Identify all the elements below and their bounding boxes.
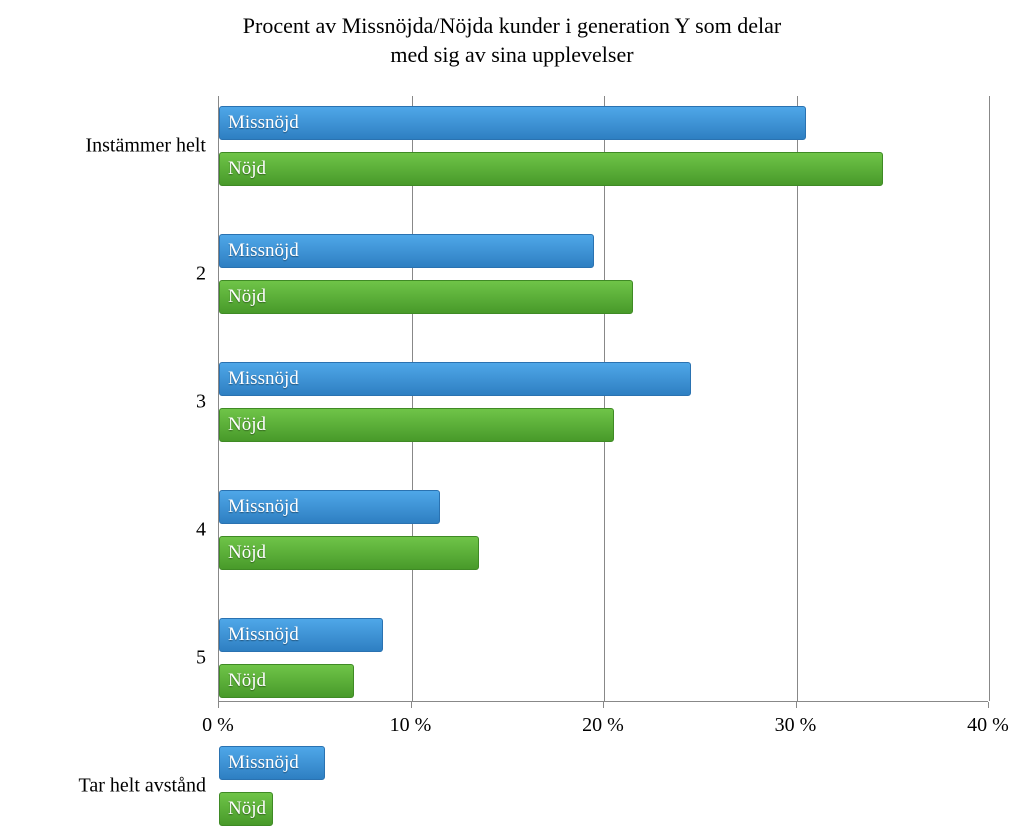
bar-label-nojd: Nöjd: [228, 798, 266, 820]
x-gridline: [989, 96, 990, 701]
x-tick: [796, 702, 797, 708]
bar-label-missnojd: Missnöjd: [228, 624, 299, 646]
x-tick-label: 40 %: [967, 714, 1009, 737]
bar-missnojd: Missnöjd: [219, 618, 383, 652]
bar-label-missnojd: Missnöjd: [228, 112, 299, 134]
bar-missnojd: Missnöjd: [219, 746, 325, 780]
plot-area: Missnöjd Nöjd Missnöjd Nöjd Missnöjd Nöjd Miss…: [218, 96, 988, 702]
y-category-label: 3: [196, 391, 206, 414]
x-tick-label: 20 %: [582, 714, 624, 737]
x-tick-label: 10 %: [390, 714, 432, 737]
x-gridline: [412, 96, 413, 701]
bar-nojd: Nöjd: [219, 792, 273, 826]
x-gridline: [797, 96, 798, 701]
bar-label-missnojd: Missnöjd: [228, 496, 299, 518]
y-category-label: 2: [196, 263, 206, 286]
chart-container: Procent av Missnöjda/Nöjda kunder i gene…: [0, 0, 1024, 756]
bar-label-missnojd: Missnöjd: [228, 368, 299, 390]
bar-label-nojd: Nöjd: [228, 414, 266, 436]
bar-nojd: Nöjd: [219, 536, 479, 570]
bar-label-nojd: Nöjd: [228, 542, 266, 564]
bar-nojd: Nöjd: [219, 280, 633, 314]
bar-missnojd: Missnöjd: [219, 362, 691, 396]
bar-label-nojd: Nöjd: [228, 670, 266, 692]
bar-label-nojd: Nöjd: [228, 286, 266, 308]
y-category-label: Tar helt avstånd: [79, 775, 206, 798]
bar-label-missnojd: Missnöjd: [228, 240, 299, 262]
bar-nojd: Nöjd: [219, 152, 883, 186]
chart-title: Procent av Missnöjda/Nöjda kunder i gene…: [0, 12, 1024, 69]
x-tick-label: 30 %: [775, 714, 817, 737]
x-tick: [411, 702, 412, 708]
bar-missnojd: Missnöjd: [219, 106, 806, 140]
x-tick: [218, 702, 219, 708]
x-tick: [603, 702, 604, 708]
bar-missnojd: Missnöjd: [219, 490, 440, 524]
y-category-label: 4: [196, 519, 206, 542]
y-category-label: 5: [196, 647, 206, 670]
bar-nojd: Nöjd: [219, 408, 614, 442]
x-tick-label: 0 %: [202, 714, 234, 737]
bar-nojd: Nöjd: [219, 664, 354, 698]
bar-label-nojd: Nöjd: [228, 158, 266, 180]
x-gridline: [604, 96, 605, 701]
y-category-label: Instämmer helt: [85, 135, 206, 158]
bar-missnojd: Missnöjd: [219, 234, 594, 268]
bar-label-missnojd: Missnöjd: [228, 752, 299, 774]
x-tick: [988, 702, 989, 708]
